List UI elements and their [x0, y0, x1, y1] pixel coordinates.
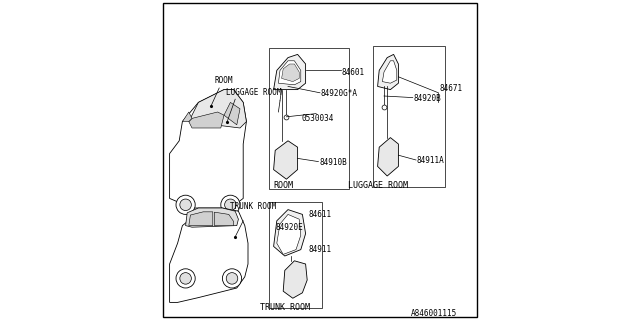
Polygon shape — [383, 61, 397, 83]
Polygon shape — [214, 212, 234, 226]
Polygon shape — [182, 112, 192, 122]
Polygon shape — [282, 64, 300, 82]
Text: 84911A: 84911A — [417, 156, 445, 165]
Text: 84920B: 84920B — [414, 94, 442, 103]
Polygon shape — [277, 214, 301, 254]
Text: 84611: 84611 — [309, 210, 332, 219]
Polygon shape — [378, 54, 398, 90]
Text: 0530034: 0530034 — [301, 114, 334, 123]
Polygon shape — [170, 90, 246, 208]
Polygon shape — [170, 208, 248, 302]
Text: 84601: 84601 — [342, 68, 365, 76]
Bar — [269, 202, 322, 308]
Circle shape — [223, 269, 242, 288]
Bar — [372, 46, 445, 187]
Circle shape — [176, 195, 195, 214]
Text: 84910B: 84910B — [319, 158, 347, 167]
Polygon shape — [278, 61, 301, 85]
Polygon shape — [274, 210, 306, 256]
Circle shape — [225, 199, 236, 211]
Polygon shape — [189, 112, 224, 128]
Polygon shape — [189, 90, 246, 128]
Text: ROOM: ROOM — [273, 181, 293, 190]
Circle shape — [180, 199, 191, 211]
Polygon shape — [189, 212, 212, 226]
Text: 84911: 84911 — [309, 245, 332, 254]
Circle shape — [176, 269, 195, 288]
Circle shape — [221, 195, 240, 214]
Polygon shape — [274, 141, 298, 179]
Circle shape — [227, 273, 238, 284]
Text: 84920G*A: 84920G*A — [321, 89, 358, 98]
Text: ROOM: ROOM — [214, 76, 233, 85]
Polygon shape — [283, 261, 307, 298]
Bar — [269, 48, 349, 189]
Polygon shape — [186, 208, 239, 227]
Text: 84920E: 84920E — [276, 223, 303, 232]
Text: LUGGAGE ROOM: LUGGAGE ROOM — [226, 88, 281, 97]
Text: LUGGAGE ROOM: LUGGAGE ROOM — [348, 181, 408, 190]
Polygon shape — [224, 102, 240, 125]
Text: A846001115: A846001115 — [412, 309, 458, 318]
Text: 84671: 84671 — [440, 84, 463, 92]
Polygon shape — [378, 138, 398, 176]
Text: TRUNK ROOM: TRUNK ROOM — [230, 202, 276, 211]
Circle shape — [180, 273, 191, 284]
Polygon shape — [274, 54, 306, 90]
Text: TRUNK ROOM: TRUNK ROOM — [260, 303, 310, 312]
